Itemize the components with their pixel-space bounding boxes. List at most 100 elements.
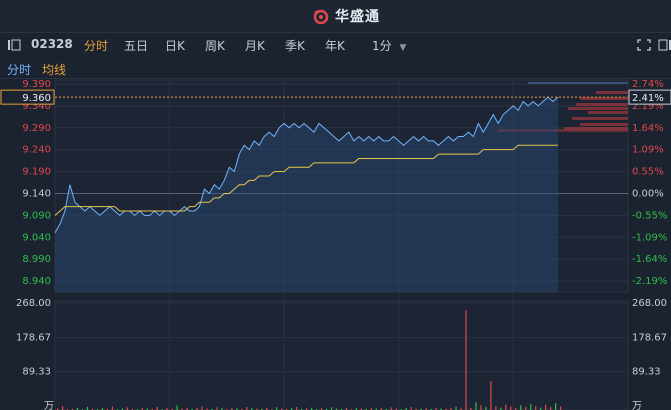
volume-bar: [520, 405, 522, 410]
brand-logo: 华盛通: [311, 6, 380, 26]
interval-select[interactable]: 1分 ▼: [372, 37, 406, 54]
volume-bar: [470, 407, 472, 410]
volume-unit-label: 万: [632, 401, 642, 410]
volume-bar: [385, 408, 387, 410]
volume-bar: [345, 407, 348, 410]
depth-bar: [528, 82, 628, 84]
price-tick-label: 9.190: [22, 167, 51, 178]
percent-tick-label: -0.55%: [632, 210, 667, 221]
current-change-label: 2.41%: [632, 93, 664, 104]
volume-bar: [515, 408, 517, 410]
volume-bar: [86, 406, 89, 410]
depth-bar: [588, 111, 628, 114]
volume-bar: [505, 404, 507, 410]
volume-bar: [465, 310, 467, 410]
volume-bar: [375, 408, 377, 410]
volume-bar: [211, 408, 213, 410]
volume-tick-label: 268.00: [16, 298, 51, 309]
percent-tick-label: 1.09%: [632, 145, 664, 156]
volume-bar: [101, 408, 104, 410]
volume-bar: [535, 406, 537, 410]
price-panel: [54, 79, 629, 293]
volume-bar: [425, 408, 427, 410]
depth-bar: [580, 97, 628, 100]
volume-bar: [555, 403, 557, 410]
current-price-label: 9.360: [22, 93, 51, 104]
volume-bar: [310, 407, 313, 410]
volume-bar: [131, 408, 133, 410]
volume-bar: [495, 406, 497, 410]
tab-five-day[interactable]: 五日: [124, 39, 149, 53]
volume-bar: [166, 408, 168, 410]
volume-bar: [525, 406, 527, 410]
price-tick-label: 9.240: [22, 145, 51, 156]
volume-bar: [241, 408, 243, 410]
chevron-down-icon: ▼: [399, 43, 407, 53]
tab-quarterly-k[interactable]: 季K: [285, 39, 305, 53]
indicator-tabs: 分时 均线: [0, 58, 671, 79]
tab-monthly-k[interactable]: 月K: [245, 39, 265, 53]
volume-bar: [390, 407, 392, 410]
price-line: [54, 96, 559, 234]
volume-bar: [435, 407, 437, 410]
stock-code: 02328: [31, 37, 73, 51]
volume-bar: [111, 406, 113, 410]
depth-bar: [564, 127, 628, 130]
volume-bar: [61, 406, 64, 410]
volume-tick-label: 89.33: [22, 367, 51, 378]
average-line: [54, 144, 558, 216]
expand-panel-icon[interactable]: [658, 39, 671, 51]
volume-bar: [540, 407, 542, 410]
tab-timeshare[interactable]: 分时: [84, 39, 109, 53]
volume-bar: [171, 408, 173, 410]
volume-bar: [405, 408, 407, 410]
volume-bar: [231, 407, 233, 410]
volume-bar: [320, 408, 323, 410]
title-bar: 华盛通: [0, 0, 671, 33]
volume-bar: [106, 408, 109, 410]
tab-yearly-k[interactable]: 年K: [325, 39, 345, 53]
price-tick-label: 9.290: [22, 123, 51, 134]
volume-tick-label: 268.00: [632, 298, 667, 309]
volume-bar: [460, 408, 462, 410]
volume-bar: [126, 407, 128, 410]
current-price-box: [0, 89, 55, 105]
percent-tick-label: 2.19%: [632, 101, 664, 112]
volume-bar: [550, 406, 552, 410]
volume-bar: [176, 405, 178, 410]
depth-bar: [568, 107, 628, 110]
brand-name: 华盛通: [335, 9, 380, 25]
intraday-chart[interactable]: 9.390 2.74% 9.340 2.19% 9.290 1.64% 9.240 1.09%…: [0, 79, 671, 410]
volume-bar: [296, 406, 298, 410]
legend-average[interactable]: 均线: [42, 63, 67, 77]
price-tick-label: 8.940: [22, 276, 51, 287]
volume-bar: [121, 408, 123, 410]
price-tick-label: 9.140: [22, 188, 51, 199]
volume-bar: [445, 408, 447, 410]
volume-bar: [415, 408, 417, 410]
volume-bar: [246, 406, 248, 410]
volume-bar: [266, 407, 268, 410]
percent-tick-label: -1.09%: [632, 232, 667, 243]
depth-bar: [576, 103, 628, 106]
volume-bar: [370, 407, 372, 410]
legend-timeshare[interactable]: 分时: [7, 63, 32, 77]
volume-bar: [236, 408, 238, 410]
collapse-panel-icon[interactable]: [7, 39, 21, 51]
volume-bar: [380, 408, 382, 410]
volume-bar: [151, 408, 153, 410]
volume-bar: [330, 407, 333, 410]
volume-bar: [450, 408, 452, 410]
fullscreen-icon[interactable]: [637, 39, 651, 51]
tab-weekly-k[interactable]: 周K: [205, 39, 225, 53]
tab-daily-k[interactable]: 日K: [165, 39, 185, 53]
percent-tick-label: 0.00%: [632, 188, 664, 199]
chart-toolbar: 02328 分时 五日 日K 周K 月K 季K 年K 1分 ▼: [0, 33, 671, 57]
price-tick-label: 9.040: [22, 232, 51, 243]
volume-bar: [485, 406, 487, 410]
percent-tick-label: 1.64%: [632, 123, 664, 134]
volume-bar: [91, 408, 94, 410]
volume-bar: [455, 406, 457, 410]
volume-bar: [560, 406, 562, 410]
volume-unit-label: 万: [44, 401, 54, 410]
